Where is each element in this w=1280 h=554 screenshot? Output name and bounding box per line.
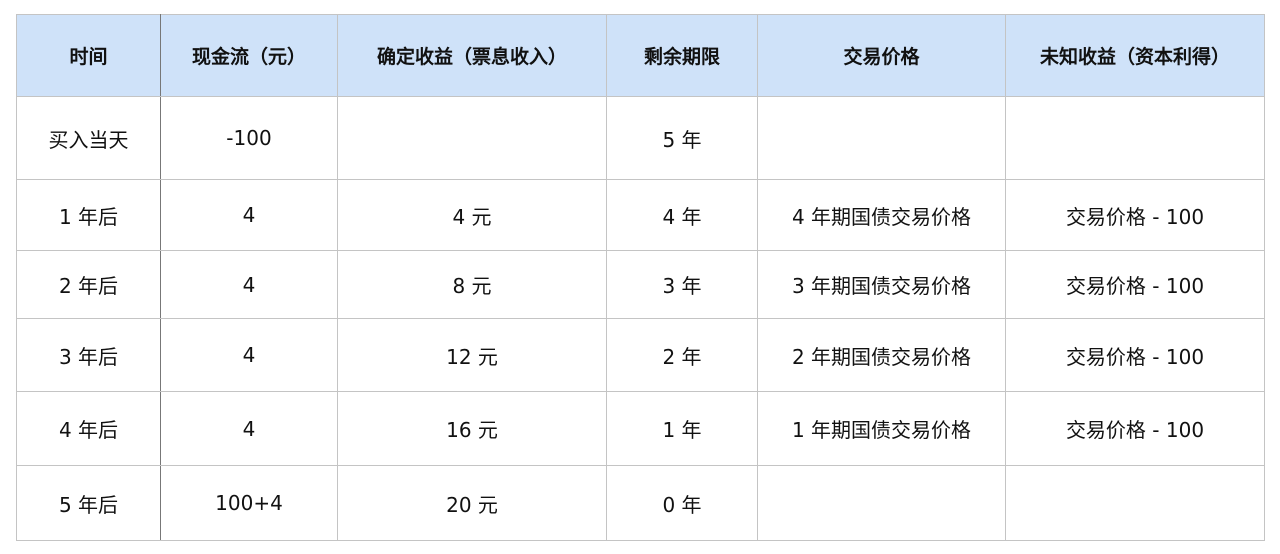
cell-remaining-term: 4 年 <box>606 179 758 251</box>
cell-cashflow: -100 <box>160 96 338 180</box>
cell-cashflow: 4 <box>160 250 338 319</box>
cell-capital-gain: 交易价格 - 100 <box>1005 318 1265 392</box>
cell-remaining-term: 5 年 <box>606 96 758 180</box>
cell-cashflow: 4 <box>160 318 338 392</box>
cell-capital-gain: 交易价格 - 100 <box>1005 179 1265 251</box>
cell-cashflow: 4 <box>160 179 338 251</box>
cell-cashflow: 4 <box>160 391 338 466</box>
header-time: 时间 <box>16 14 161 97</box>
cell-fixed-income: 12 元 <box>337 318 607 392</box>
cell-remaining-term: 2 年 <box>606 318 758 392</box>
cell-trade-price: 4 年期国债交易价格 <box>757 179 1006 251</box>
header-remaining-term: 剩余期限 <box>606 14 758 97</box>
cell-cashflow: 100+4 <box>160 465 338 541</box>
cell-fixed-income: 16 元 <box>337 391 607 466</box>
cell-remaining-term: 1 年 <box>606 391 758 466</box>
cell-trade-price <box>757 465 1006 541</box>
cell-remaining-term: 3 年 <box>606 250 758 319</box>
cell-time: 4 年后 <box>16 391 161 466</box>
header-trade-price: 交易价格 <box>757 14 1006 97</box>
cell-time: 1 年后 <box>16 179 161 251</box>
cell-capital-gain: 交易价格 - 100 <box>1005 250 1265 319</box>
bond-cashflow-table: 时间 现金流（元） 确定收益（票息收入） 剩余期限 交易价格 未知收益（资本利得） 买入当… <box>16 14 1265 541</box>
cell-fixed-income: 4 元 <box>337 179 607 251</box>
cell-capital-gain <box>1005 96 1265 180</box>
cell-time: 3 年后 <box>16 318 161 392</box>
cell-fixed-income: 20 元 <box>337 465 607 541</box>
cell-trade-price <box>757 96 1006 180</box>
cell-trade-price: 3 年期国债交易价格 <box>757 250 1006 319</box>
header-capital-gain: 未知收益（资本利得） <box>1005 14 1265 97</box>
cell-capital-gain: 交易价格 - 100 <box>1005 391 1265 466</box>
table-row: 买入当天 -100 5 年 <box>16 96 1265 180</box>
cell-time: 2 年后 <box>16 250 161 319</box>
cell-fixed-income: 8 元 <box>337 250 607 319</box>
cell-time: 5 年后 <box>16 465 161 541</box>
header-row: 时间 现金流（元） 确定收益（票息收入） 剩余期限 交易价格 未知收益（资本利得） <box>16 14 1265 97</box>
cell-trade-price: 2 年期国债交易价格 <box>757 318 1006 392</box>
header-fixed-income: 确定收益（票息收入） <box>337 14 607 97</box>
cell-time: 买入当天 <box>16 96 161 180</box>
cell-trade-price: 1 年期国债交易价格 <box>757 391 1006 466</box>
cell-remaining-term: 0 年 <box>606 465 758 541</box>
header-cashflow: 现金流（元） <box>160 14 338 97</box>
cell-capital-gain <box>1005 465 1265 541</box>
cell-fixed-income <box>337 96 607 180</box>
